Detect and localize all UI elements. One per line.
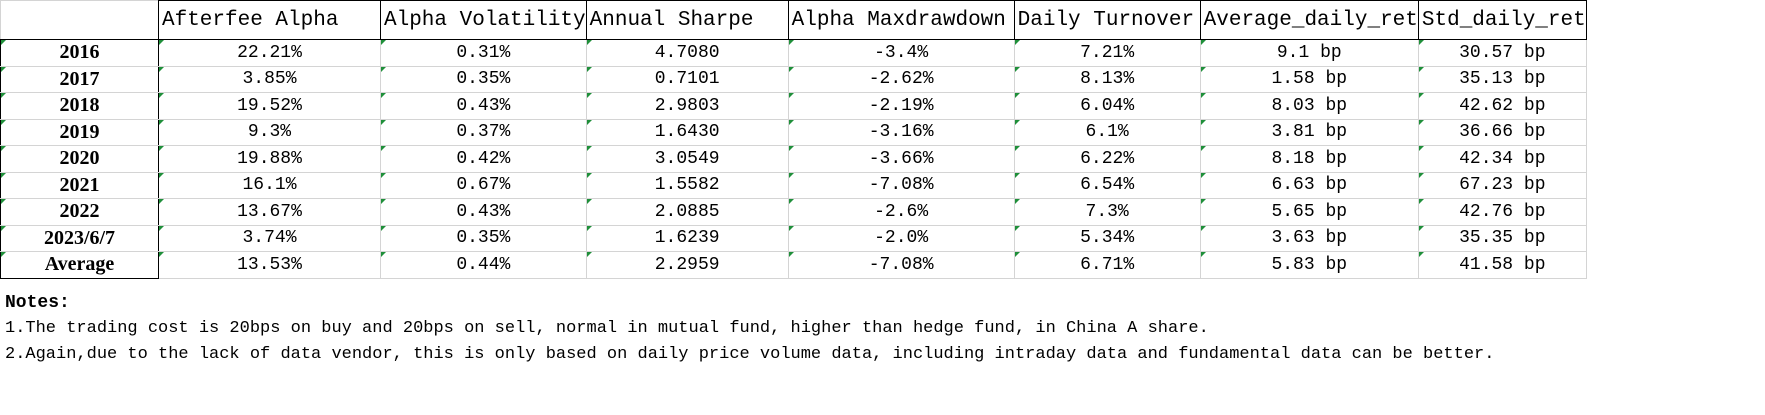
header-afterfee-alpha[interactable]: Afterfee Alpha — [158, 0, 381, 40]
table-row: 2019 9.3% 0.37% 1.6430 -3.16% 6.1% 3.81 bp 36.6… — [0, 118, 1587, 146]
row-label-cell[interactable]: Average — [0, 251, 159, 279]
cell-average-daily-ret[interactable]: 8.18 bp — [1199, 145, 1419, 173]
cell-annual-sharpe[interactable]: 4.7080 — [585, 39, 789, 67]
header-std-daily-ret[interactable]: Std_daily_ret — [1417, 0, 1587, 40]
table-row: 2023/6/7 3.74% 0.35% 1.6239 -2.0% 5.34% 3.63 b… — [0, 224, 1587, 252]
cell-std-daily-ret[interactable]: 35.35 bp — [1417, 224, 1587, 252]
notes-block: Notes: 1.The trading cost is 20bps on bu… — [5, 290, 1494, 368]
cell-alpha-maxdrawdown[interactable]: -2.62% — [787, 65, 1015, 93]
header-alpha-volatility[interactable]: Alpha Volatility — [380, 0, 587, 40]
cell-alpha-volatility[interactable]: 0.31% — [380, 39, 587, 67]
cell-alpha-volatility[interactable]: 0.35% — [380, 65, 587, 93]
cell-average-daily-ret[interactable]: 8.03 bp — [1199, 92, 1419, 120]
cell-annual-sharpe[interactable]: 2.9803 — [585, 92, 789, 120]
cell-alpha-volatility[interactable]: 0.43% — [380, 198, 587, 226]
row-label-cell[interactable]: 2018 — [0, 92, 159, 120]
cell-daily-turnover[interactable]: 8.13% — [1013, 65, 1201, 93]
cell-afterfee-alpha[interactable]: 13.53% — [158, 251, 381, 279]
cell-average-daily-ret[interactable]: 6.63 bp — [1199, 171, 1419, 199]
header-daily-turnover[interactable]: Daily Turnover — [1013, 0, 1201, 40]
cell-std-daily-ret[interactable]: 36.66 bp — [1417, 118, 1587, 146]
header-corner-cell[interactable] — [0, 0, 159, 40]
cell-std-daily-ret[interactable]: 42.76 bp — [1417, 198, 1587, 226]
cell-daily-turnover[interactable]: 7.3% — [1013, 198, 1201, 226]
cell-alpha-volatility[interactable]: 0.44% — [380, 251, 587, 279]
table-row: 2022 13.67% 0.43% 2.0885 -2.6% 7.3% 5.65 bp 42.… — [0, 198, 1587, 226]
cell-afterfee-alpha[interactable]: 22.21% — [158, 39, 381, 67]
cell-afterfee-alpha[interactable]: 9.3% — [158, 118, 381, 146]
row-label-cell[interactable]: 2017 — [0, 65, 159, 93]
cell-afterfee-alpha[interactable]: 3.85% — [158, 65, 381, 93]
cell-annual-sharpe[interactable]: 2.0885 — [585, 198, 789, 226]
row-label-cell[interactable]: 2023/6/7 — [0, 224, 159, 252]
cell-daily-turnover[interactable]: 6.71% — [1013, 251, 1201, 279]
cell-average-daily-ret[interactable]: 5.83 bp — [1199, 251, 1419, 279]
cell-std-daily-ret[interactable]: 30.57 bp — [1417, 39, 1587, 67]
cell-annual-sharpe[interactable]: 0.7101 — [585, 65, 789, 93]
header-average-daily-ret[interactable]: Average_daily_ret — [1199, 0, 1419, 40]
cell-daily-turnover[interactable]: 6.04% — [1013, 92, 1201, 120]
cell-afterfee-alpha[interactable]: 19.88% — [158, 145, 381, 173]
cell-alpha-volatility[interactable]: 0.42% — [380, 145, 587, 173]
cell-average-daily-ret[interactable]: 3.81 bp — [1199, 118, 1419, 146]
cell-alpha-volatility[interactable]: 0.37% — [380, 118, 587, 146]
spreadsheet: Afterfee Alpha Alpha Volatility Annual S… — [0, 0, 1587, 364]
cell-afterfee-alpha[interactable]: 3.74% — [158, 224, 381, 252]
cell-average-daily-ret[interactable]: 9.1 bp — [1199, 39, 1419, 67]
cell-daily-turnover[interactable]: 5.34% — [1013, 224, 1201, 252]
table-row: 2016 22.21% 0.31% 4.7080 -3.4% 7.21% 9.1 bp 30.… — [0, 39, 1587, 67]
cell-annual-sharpe[interactable]: 1.6239 — [585, 224, 789, 252]
cell-std-daily-ret[interactable]: 35.13 bp — [1417, 65, 1587, 93]
note-line-1[interactable]: 1.The trading cost is 20bps on buy and 2… — [5, 319, 1209, 338]
cell-annual-sharpe[interactable]: 1.6430 — [585, 118, 789, 146]
table-row: 2017 3.85% 0.35% 0.7101 -2.62% 8.13% 1.58 bp 35… — [0, 65, 1587, 93]
cell-alpha-maxdrawdown[interactable]: -3.16% — [787, 118, 1015, 146]
row-label-cell[interactable]: 2016 — [0, 39, 159, 67]
cell-alpha-maxdrawdown[interactable]: -3.4% — [787, 39, 1015, 67]
cell-annual-sharpe[interactable]: 2.2959 — [585, 251, 789, 279]
cell-daily-turnover[interactable]: 6.54% — [1013, 171, 1201, 199]
cell-afterfee-alpha[interactable]: 19.52% — [158, 92, 381, 120]
cell-afterfee-alpha[interactable]: 13.67% — [158, 198, 381, 226]
row-label-cell[interactable]: 2020 — [0, 145, 159, 173]
row-label-cell[interactable]: 2019 — [0, 118, 159, 146]
cell-std-daily-ret[interactable]: 67.23 bp — [1417, 171, 1587, 199]
header-annual-sharpe[interactable]: Annual Sharpe — [585, 0, 789, 40]
cell-std-daily-ret[interactable]: 41.58 bp — [1417, 251, 1587, 279]
cell-annual-sharpe[interactable]: 3.0549 — [585, 145, 789, 173]
cell-afterfee-alpha[interactable]: 16.1% — [158, 171, 381, 199]
header-alpha-maxdrawdown[interactable]: Alpha Maxdrawdown — [787, 0, 1015, 40]
table-row: 2018 19.52% 0.43% 2.9803 -2.19% 6.04% 8.03 bp 4… — [0, 92, 1587, 120]
cell-alpha-maxdrawdown[interactable]: -2.0% — [787, 224, 1015, 252]
cell-daily-turnover[interactable]: 6.1% — [1013, 118, 1201, 146]
cell-alpha-maxdrawdown[interactable]: -7.08% — [787, 251, 1015, 279]
row-label-cell[interactable]: 2021 — [0, 171, 159, 199]
table-row: 2021 16.1% 0.67% 1.5582 -7.08% 6.54% 6.63 bp 67… — [0, 171, 1587, 199]
cell-std-daily-ret[interactable]: 42.62 bp — [1417, 92, 1587, 120]
performance-table: Afterfee Alpha Alpha Volatility Annual S… — [0, 0, 1587, 279]
header-row: Afterfee Alpha Alpha Volatility Annual S… — [0, 0, 1587, 40]
cell-average-daily-ret[interactable]: 5.65 bp — [1199, 198, 1419, 226]
notes-title[interactable]: Notes: — [5, 293, 70, 313]
table-row: 2020 19.88% 0.42% 3.0549 -3.66% 6.22% 8.18 bp 4… — [0, 145, 1587, 173]
cell-std-daily-ret[interactable]: 42.34 bp — [1417, 145, 1587, 173]
cell-alpha-maxdrawdown[interactable]: -3.66% — [787, 145, 1015, 173]
cell-alpha-maxdrawdown[interactable]: -7.08% — [787, 171, 1015, 199]
cell-alpha-volatility[interactable]: 0.43% — [380, 92, 587, 120]
cell-alpha-volatility[interactable]: 0.67% — [380, 171, 587, 199]
table-row: Average 13.53% 0.44% 2.2959 -7.08% 6.71% 5.83 … — [0, 251, 1587, 279]
cell-annual-sharpe[interactable]: 1.5582 — [585, 171, 789, 199]
note-line-2[interactable]: 2.Again,due to the lack of data vendor, … — [5, 345, 1495, 364]
row-label-cell[interactable]: 2022 — [0, 198, 159, 226]
cell-daily-turnover[interactable]: 7.21% — [1013, 39, 1201, 67]
cell-alpha-volatility[interactable]: 0.35% — [380, 224, 587, 252]
cell-daily-turnover[interactable]: 6.22% — [1013, 145, 1201, 173]
cell-alpha-maxdrawdown[interactable]: -2.19% — [787, 92, 1015, 120]
cell-alpha-maxdrawdown[interactable]: -2.6% — [787, 198, 1015, 226]
cell-average-daily-ret[interactable]: 1.58 bp — [1199, 65, 1419, 93]
cell-average-daily-ret[interactable]: 3.63 bp — [1199, 224, 1419, 252]
